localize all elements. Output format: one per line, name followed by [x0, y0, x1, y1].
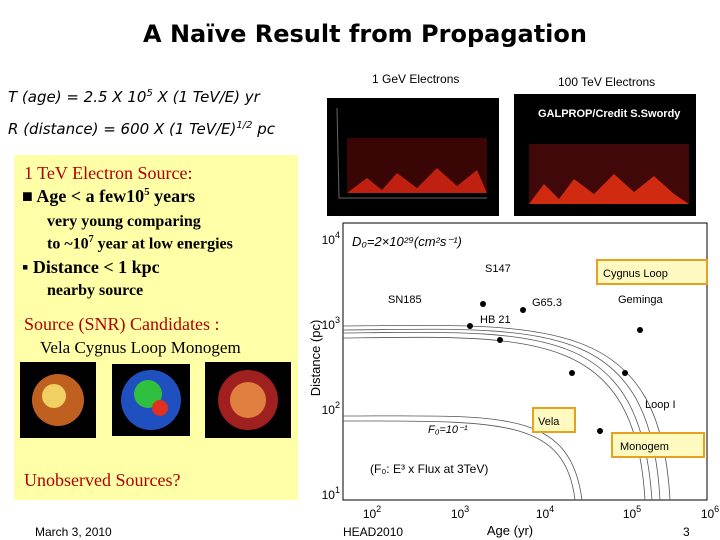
snr-images [20, 362, 291, 438]
tick-label: 103 [322, 315, 340, 332]
tick-exp: 1 [335, 485, 340, 495]
tick-exp: 4 [549, 504, 554, 514]
heading: 1 TeV Electron Source: [24, 163, 193, 183]
distance-formula: R (distance) = 600 X (1 TeV/E)1/2 pc [8, 120, 275, 138]
tick-base: 10 [536, 507, 550, 521]
annotation: G65.3 [532, 297, 562, 309]
annotation: (F₀: E³ x Flux at 3TeV) [370, 462, 488, 476]
annotation: HB 21 [480, 314, 511, 326]
tick-exp: 2 [376, 504, 381, 514]
bullet: ▪ Distance < 1 kpc [22, 257, 160, 277]
tick-exp: 5 [636, 504, 641, 514]
tick-label: 104 [322, 230, 340, 247]
annotation: F₀=10⁻¹ [428, 424, 468, 436]
sim-image: GALPROP/Credit S.Swordy [514, 94, 696, 216]
sub-text: to ~107 year at low energies [47, 234, 233, 253]
text: X (1 TeV/E) yr [152, 88, 260, 106]
heading: Source (SNR) Candidates : [24, 314, 220, 334]
image-label: 100 TeV Electrons [558, 75, 656, 89]
annotation: S147 [485, 263, 511, 275]
y-axis-label: Distance (pc) [308, 320, 323, 397]
text: T (age) = 2.5 X 10 [8, 88, 147, 106]
annotation: Cygnus Loop [603, 268, 668, 280]
question: Unobserved Sources? [24, 470, 181, 490]
sim-image [327, 98, 499, 216]
image-label: 1 GeV Electrons [372, 72, 460, 86]
bullet: ■ Age < a few105 years [22, 186, 196, 206]
x-axis-label: Age (yr) [487, 523, 533, 538]
text: to ~10 [47, 235, 89, 253]
sub-text: very young comparing [47, 213, 201, 230]
tick-label: 103 [451, 504, 469, 521]
age-formula: T (age) = 2.5 X 105 X (1 TeV/E) yr [8, 88, 260, 106]
tick-label: 104 [536, 504, 554, 521]
annotation: SN185 [388, 294, 422, 306]
tick-exp: 3 [464, 504, 469, 514]
annotation: D₀=2×10²⁹(cm²s⁻¹) [352, 234, 462, 249]
candidate-names: Vela Cygnus Loop Monogem [40, 338, 241, 357]
tick-base: 10 [363, 507, 377, 521]
text: Distance < 1 kpc [32, 257, 160, 277]
text: Age < a few10 [36, 186, 145, 206]
footer-event: HEAD2010 [343, 525, 404, 539]
annotation: Geminga [618, 294, 664, 306]
text: year at low energies [93, 235, 233, 253]
sup: 1/2 [236, 120, 253, 131]
sup: 7 [88, 234, 94, 245]
credit: GALPROP/Credit S.Swordy [538, 108, 681, 120]
tick-label: 106 [701, 504, 719, 521]
sup: 5 [146, 88, 153, 99]
tick-exp: 4 [335, 230, 340, 240]
annotation: Loop I [645, 399, 676, 411]
tick-base: 10 [451, 507, 465, 521]
sub-text: nearby source [47, 282, 144, 299]
tick-label: 105 [623, 504, 641, 521]
tick-base: 10 [322, 403, 336, 417]
tick-exp: 2 [335, 400, 340, 410]
tick-label: 102 [322, 400, 340, 417]
sup: 5 [144, 186, 150, 198]
page-number: 3 [683, 525, 690, 539]
yellow-box [14, 155, 298, 500]
tick-base: 10 [322, 318, 336, 332]
annotation: Monogem [620, 441, 669, 453]
tick-base: 10 [322, 488, 336, 502]
tick-base: 10 [623, 507, 637, 521]
footer-date: March 3, 2010 [35, 525, 112, 539]
tick-base: 10 [322, 233, 336, 247]
tick-base: 10 [701, 507, 715, 521]
slide-title: A Naïve Result from Propagation [143, 20, 587, 48]
text: pc [252, 120, 275, 138]
tick-label: 102 [363, 504, 381, 521]
tick-label: 101 [322, 485, 340, 502]
tick-exp: 6 [714, 504, 719, 514]
text: R (distance) = 600 X (1 TeV/E) [8, 120, 237, 138]
text: years [149, 186, 196, 206]
annotation: Vela [538, 416, 560, 428]
tick-exp: 3 [335, 315, 340, 325]
